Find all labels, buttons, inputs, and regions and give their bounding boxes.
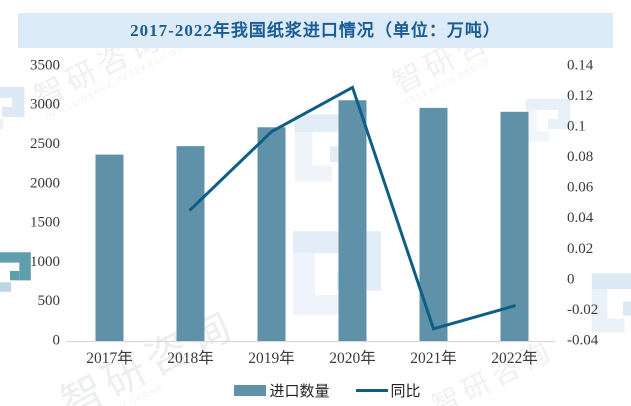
bar-2020年 [338,100,367,341]
left-axis-tick-label: 3500 [30,57,60,73]
legend-item-yoy: 同比 [355,380,421,401]
left-axis-tick-label: 3000 [30,97,60,113]
left-axis-tick-label: 1500 [30,215,60,231]
bar-2022年 [500,111,529,341]
yoy-line [189,85,516,331]
legend-item-imports: 进口数量 [234,380,330,401]
x-axis-tick-label: 2019年 [248,349,295,367]
right-axis-tick-label: 0.12 [567,88,593,104]
left-axis-tick-label: 500 [38,293,61,309]
right-axis-tick-label: 0.1 [567,119,586,135]
right-axis-tick-label: 0.06 [567,180,594,196]
x-axis-tick-label: 2020年 [329,349,376,367]
x-axis-tick-label: 2018年 [167,349,214,367]
right-axis-tick-label: -0.04 [567,332,599,348]
left-axis-tick-label: 1000 [30,254,60,270]
right-axis-tick-label: 0 [567,271,575,287]
left-axis-tick-label: 2500 [30,136,60,152]
left-axis-tick-label: 0 [53,332,61,348]
left-axis-tick-label: 2000 [30,175,60,191]
right-axis-tick-label: 0.02 [567,241,593,257]
right-axis-tick-label: 0.04 [567,210,594,226]
x-axis-tick-label: 2021年 [410,349,457,367]
bar-2021年 [419,107,448,341]
right-axis-tick-label: 0.08 [567,149,593,165]
bar-2017年 [95,154,124,341]
x-axis-tick-label: 2017年 [86,349,133,367]
right-axis-tick-label: 0.14 [567,57,594,73]
legend-line-swatch [355,388,388,392]
legend-bar-label: 进口数量 [269,383,330,400]
bar-2019年 [257,127,286,342]
bar-2018年 [176,146,205,341]
legend-bar-swatch [234,384,267,396]
legend-line-label: 同比 [390,383,421,400]
chart-legend: 进口数量 同比 [0,379,631,401]
chart-title: 2017-2022年我国纸浆进口情况（单位：万吨） [18,13,613,48]
right-axis-tick-label: -0.02 [567,302,598,318]
x-axis-tick-label: 2022年 [491,349,538,367]
